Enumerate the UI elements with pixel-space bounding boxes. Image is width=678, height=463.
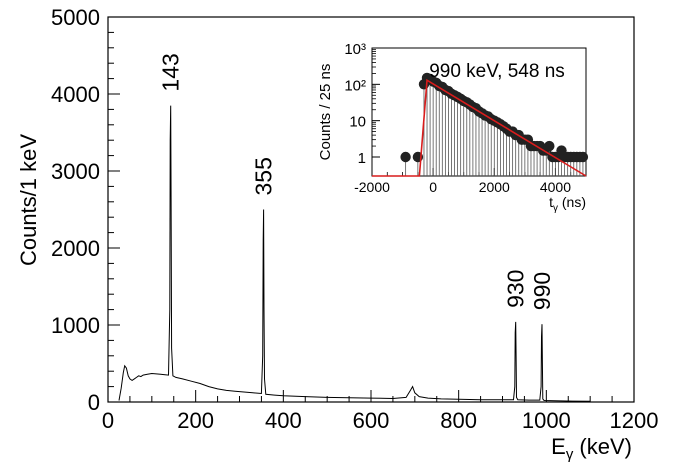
inset-title: 990 keV, 548 ns xyxy=(429,61,565,82)
inset-x-tick-label: 0 xyxy=(429,179,437,195)
inset-y-tick-label: 1 xyxy=(358,150,366,167)
main-y-tick-label: 2000 xyxy=(51,236,100,261)
main-y-tick-label: 5000 xyxy=(51,5,100,30)
main-x-axis-label-main: E xyxy=(551,434,566,459)
inset-x-axis-label: tγ (ns) xyxy=(549,194,586,214)
main-chart: 0 1000 2000 3000 4000 5000 0 200 400 600 800 1000 1… xyxy=(16,5,658,463)
inset-x-ticks: -2000 0 2000 4000 xyxy=(354,168,587,195)
peak-label-990: 990 xyxy=(529,272,555,310)
inset-x-tick-label: -2000 xyxy=(354,179,390,195)
inset-y-ticks: 1 10 10² 10³ xyxy=(344,41,380,167)
main-x-tick-label: 0 xyxy=(102,408,114,433)
inset-data-point xyxy=(577,151,589,163)
main-x-tick-label: 200 xyxy=(177,408,214,433)
inset-x-axis-label-main: t xyxy=(549,194,553,210)
inset-y-axis-label: Counts / 25 ns xyxy=(317,64,334,161)
inset-chart: 1 10 10² 10³ -2000 0 2000 4000 990 keV, 548 ns… xyxy=(317,41,589,214)
main-x-axis-label: Eγ (keV) xyxy=(551,434,632,463)
peak-label-930: 930 xyxy=(503,270,529,308)
inset-x-axis-label-sub: γ xyxy=(553,203,558,214)
inset-fit-line xyxy=(372,78,587,177)
main-y-tick-label: 0 xyxy=(88,390,100,415)
main-y-axis-label: Counts/1 keV xyxy=(16,134,41,266)
main-x-tick-label: 400 xyxy=(265,408,302,433)
inset-x-tick-label: 2000 xyxy=(479,179,510,195)
inset-x-axis-label-unit: (ns) xyxy=(558,194,586,210)
inset-y-tick-label: 10 xyxy=(349,114,366,131)
inset-data-points xyxy=(400,72,589,176)
main-y-ticks: 0 1000 2000 3000 4000 5000 xyxy=(51,5,120,415)
main-y-tick-label: 1000 xyxy=(51,313,100,338)
main-spectrum-line xyxy=(118,105,591,402)
main-x-axis-label-unit: (keV) xyxy=(573,434,632,459)
inset-y-tick-label: 10³ xyxy=(344,41,366,58)
main-x-tick-label: 600 xyxy=(353,408,390,433)
main-x-tick-label: 800 xyxy=(440,408,477,433)
main-peak-labels: 143 355 930 990 xyxy=(158,53,555,310)
inset-data-point xyxy=(544,140,555,152)
peak-label-355: 355 xyxy=(251,157,277,195)
peak-label-143: 143 xyxy=(158,53,184,91)
main-x-axis-label-sub: γ xyxy=(566,446,574,463)
main-y-tick-label: 3000 xyxy=(51,159,100,184)
main-y-tick-label: 4000 xyxy=(51,82,100,107)
main-x-tick-label: 1000 xyxy=(522,408,571,433)
inset-x-tick-label: 4000 xyxy=(540,179,571,195)
main-x-tick-label: 1200 xyxy=(610,408,659,433)
main-x-ticks: 0 200 400 600 800 1000 1200 xyxy=(102,390,659,433)
inset-data-point xyxy=(400,151,411,163)
inset-y-tick-label: 10² xyxy=(344,77,366,94)
